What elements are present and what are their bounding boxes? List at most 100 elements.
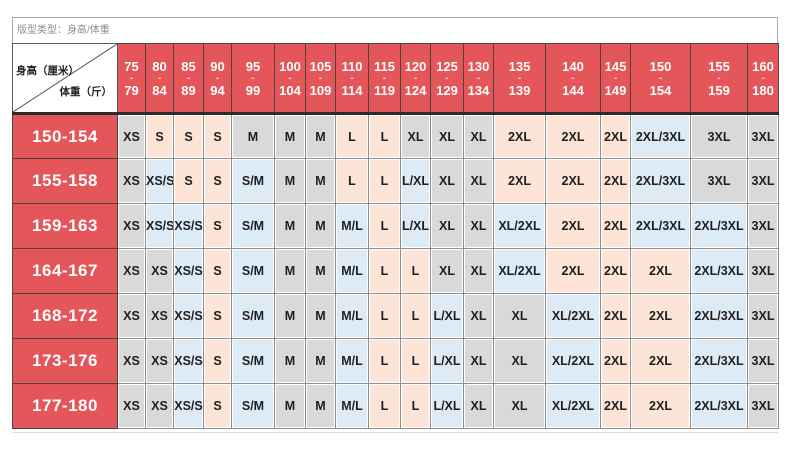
weight-range-header: 100-104: [274, 43, 306, 115]
size-cell: XS/S: [173, 203, 204, 249]
size-cell: XL: [493, 338, 546, 384]
size-cell: M: [274, 293, 306, 339]
size-cell: XL: [493, 293, 546, 339]
size-cell: 2XL: [600, 293, 631, 339]
size-cell: M: [305, 338, 336, 384]
size-cell: M: [274, 338, 306, 384]
weight-range-header: 130-134: [463, 43, 494, 115]
size-cell: L: [335, 158, 369, 204]
size-cell: XL: [430, 203, 464, 249]
height-range-label: 173-176: [12, 338, 118, 384]
table-row: 173-176 XS XS XS/S S S/M M M M/L L L L/XL XL XL XL/2XL…: [12, 338, 779, 384]
weight-range-header: 115-119: [368, 43, 401, 115]
size-cell: 3XL: [747, 338, 779, 384]
size-cell: S/M: [231, 383, 275, 429]
size-cell: 2XL: [493, 158, 546, 204]
size-cell: XS: [117, 113, 146, 159]
size-cell: 2XL/3XL: [690, 383, 748, 429]
size-cell: S: [203, 158, 232, 204]
size-cell: XS: [145, 383, 174, 429]
height-axis-label: 身高（厘米）: [16, 65, 79, 77]
size-cell: L: [368, 383, 401, 429]
table-row: 159-163 XS XS/S XS/S S S/M M M M/L L L/XL XL XL XL/2X…: [12, 203, 779, 249]
size-cell: L: [400, 248, 431, 294]
size-cell: M/L: [335, 203, 369, 249]
table-title: 版型类型：身高/体重: [12, 17, 778, 43]
table-row: 177-180 XS XS XS/S S S/M M M M/L L L L/XL XL XL XL/2XL…: [12, 383, 779, 429]
table-bottom-shadow: [12, 432, 778, 433]
weight-range-header: 140-144: [545, 43, 601, 115]
size-cell: XS: [145, 248, 174, 294]
size-cell: L: [368, 158, 401, 204]
size-cell: M: [274, 383, 306, 429]
size-cell: XS: [117, 158, 146, 204]
size-cell: XL: [430, 158, 464, 204]
height-range-label: 159-163: [12, 203, 118, 249]
weight-range-header: 95-99: [231, 43, 275, 115]
weight-range-header: 75-79: [117, 43, 146, 115]
size-cell: M: [305, 158, 336, 204]
size-cell: L/XL: [430, 293, 464, 339]
size-cell: XL: [463, 338, 494, 384]
size-cell: L/XL: [400, 203, 431, 249]
size-cell: 2XL: [600, 203, 631, 249]
size-cell: 2XL: [630, 383, 691, 429]
size-cell: 2XL/3XL: [630, 203, 691, 249]
size-cell: XS: [117, 248, 146, 294]
size-cell: 2XL: [600, 383, 631, 429]
size-cell: M: [305, 248, 336, 294]
size-cell: XS: [117, 383, 146, 429]
weight-range-header: 135-139: [493, 43, 546, 115]
height-range-label: 155-158: [12, 158, 118, 204]
size-cell: 2XL: [545, 113, 601, 159]
weight-range-header: 125-129: [430, 43, 464, 115]
size-cell: 3XL: [747, 158, 779, 204]
size-cell: XS/S: [145, 203, 174, 249]
size-cell: 2XL: [630, 248, 691, 294]
size-cell: XL: [430, 113, 464, 159]
size-cell: 2XL: [545, 158, 601, 204]
weight-range-header: 105-109: [305, 43, 336, 115]
size-cell: XS/S: [145, 158, 174, 204]
size-cell: M: [231, 113, 275, 159]
size-cell: 2XL/3XL: [690, 203, 748, 249]
size-cell: S/M: [231, 158, 275, 204]
size-cell: S: [203, 248, 232, 294]
size-cell: S: [203, 383, 232, 429]
size-cell: M: [274, 113, 306, 159]
size-cell: XL: [463, 293, 494, 339]
size-cell: L: [368, 293, 401, 339]
size-cell: M: [305, 383, 336, 429]
size-cell: L: [368, 203, 401, 249]
size-cell: L/XL: [430, 338, 464, 384]
table-row: 155-158 XS XS/S S S S/M M M L L L/XL XL XL 2XL 2XL 2XL 2…: [12, 158, 779, 204]
size-cell: XL/2XL: [545, 293, 601, 339]
size-cell: 3XL: [690, 113, 748, 159]
size-cell: S: [203, 203, 232, 249]
size-cell: M: [274, 158, 306, 204]
weight-header-row: 身高（厘米） 体重（斤） 75-79 80-84 85-89 90-94 95-99 10…: [12, 43, 779, 115]
size-cell: XS: [117, 338, 146, 384]
size-cell: XL: [400, 113, 431, 159]
size-cell: M/L: [335, 293, 369, 339]
size-cell: L: [400, 338, 431, 384]
height-range-label: 164-167: [12, 248, 118, 294]
diagonal-divider: [13, 44, 117, 112]
height-range-label: 168-172: [12, 293, 118, 339]
size-cell: L/XL: [430, 383, 464, 429]
size-cell: XL: [430, 248, 464, 294]
size-cell: 3XL: [690, 158, 748, 204]
size-cell: L: [368, 113, 401, 159]
size-cell: XL/2XL: [493, 203, 546, 249]
weight-range-header: 90-94: [203, 43, 232, 115]
size-cell: 2XL: [545, 203, 601, 249]
table-row: 168-172 XS XS XS/S S S/M M M M/L L L L/XL XL XL XL/2XL…: [12, 293, 779, 339]
size-cell: XL: [493, 383, 546, 429]
size-cell: XS/S: [173, 338, 204, 384]
size-cell: 2XL: [600, 113, 631, 159]
table-row: 150-154 XS S S S M M M L L XL XL XL 2XL 2XL 2XL 2XL/3XL 3…: [12, 113, 779, 159]
size-cell: 2XL: [493, 113, 546, 159]
weight-range-header: 85-89: [173, 43, 204, 115]
size-cell: XL: [463, 203, 494, 249]
size-cell: M: [305, 113, 336, 159]
